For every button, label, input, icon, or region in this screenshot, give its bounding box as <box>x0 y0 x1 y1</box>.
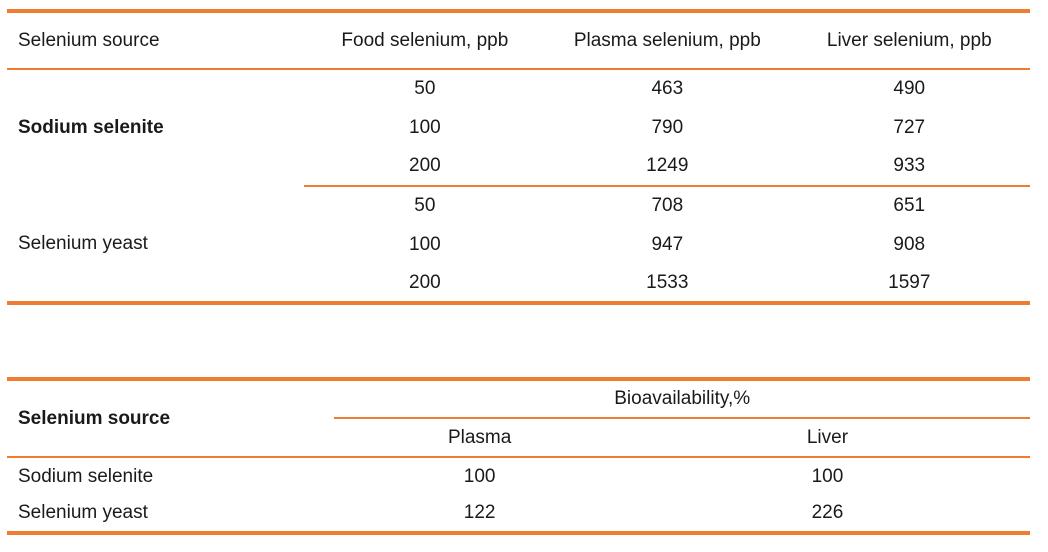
cell-source: Sodium selenite <box>18 465 154 487</box>
cell-plasma: 100 <box>463 465 496 487</box>
table-row: Sodium selenite 50 463 490 <box>7 69 1030 138</box>
cell-liver: 651 <box>893 195 926 216</box>
table-row: Selenium yeast 122 226 <box>7 495 1030 533</box>
cell-liver: 490 <box>893 78 926 99</box>
table-row: 100 947 908 <box>7 225 1030 264</box>
cell-food: 200 <box>409 271 441 293</box>
group-label-selenium-yeast: Selenium yeast <box>18 232 148 254</box>
table1-header-liver: Liver selenium, ppb <box>788 11 1030 70</box>
cell-food: 200 <box>303 147 547 187</box>
table-row: 200 1533 1597 <box>7 264 1030 303</box>
cell-food: 50 <box>414 195 436 216</box>
cell-source: Selenium yeast <box>18 502 148 523</box>
table2-header-source: Selenium source <box>7 379 335 458</box>
cell-plasma: 790 <box>651 116 684 138</box>
cell-liver: 933 <box>788 147 1030 187</box>
selenium-concentration-table: Selenium source Food selenium, ppb Plasm… <box>7 9 1030 305</box>
cell-liver: 727 <box>893 116 926 138</box>
table1-header-source: Selenium source <box>7 11 304 70</box>
bioavailability-table: Selenium source Bioavailability,% Plasma… <box>7 377 1030 535</box>
table2-subheader-liver: Liver <box>624 418 1030 458</box>
cell-liver: 100 <box>811 465 844 487</box>
table2-header-bioavailability: Bioavailability,% <box>334 379 1030 419</box>
table1-header-row: Selenium source Food selenium, ppb Plasm… <box>7 11 1030 70</box>
cell-food: 100 <box>409 116 441 138</box>
table2-header-row-2: Plasma Liver <box>7 418 1030 458</box>
cell-food: 100 <box>409 233 441 255</box>
cell-liver: 226 <box>811 502 844 523</box>
cell-plasma: 463 <box>651 78 684 99</box>
table1-header-plasma: Plasma selenium, ppb <box>546 11 789 70</box>
table2-subheader-plasma: Plasma <box>334 418 625 458</box>
table-row: Selenium yeast 50 708 651 <box>7 186 1030 254</box>
group-label-sodium-selenite: Sodium selenite <box>18 117 164 138</box>
table-row: Sodium selenite 100 100 <box>7 457 1030 495</box>
cell-liver: 908 <box>893 233 926 255</box>
cell-food: 50 <box>414 78 436 99</box>
table-row: 200 1249 933 <box>7 147 1030 187</box>
table2-header-row-1: Selenium source Bioavailability,% <box>7 379 1030 458</box>
cell-plasma: 122 <box>463 502 496 523</box>
table1-header-food: Food selenium, ppb <box>303 11 547 70</box>
cell-plasma: 947 <box>651 233 684 255</box>
table-row: 100 790 727 <box>7 108 1030 147</box>
page: Selenium source Food selenium, ppb Plasm… <box>7 0 1030 535</box>
cell-plasma: 1533 <box>646 271 689 293</box>
cell-plasma: 708 <box>651 195 684 216</box>
cell-liver: 1597 <box>888 271 931 293</box>
cell-plasma: 1249 <box>546 147 789 187</box>
